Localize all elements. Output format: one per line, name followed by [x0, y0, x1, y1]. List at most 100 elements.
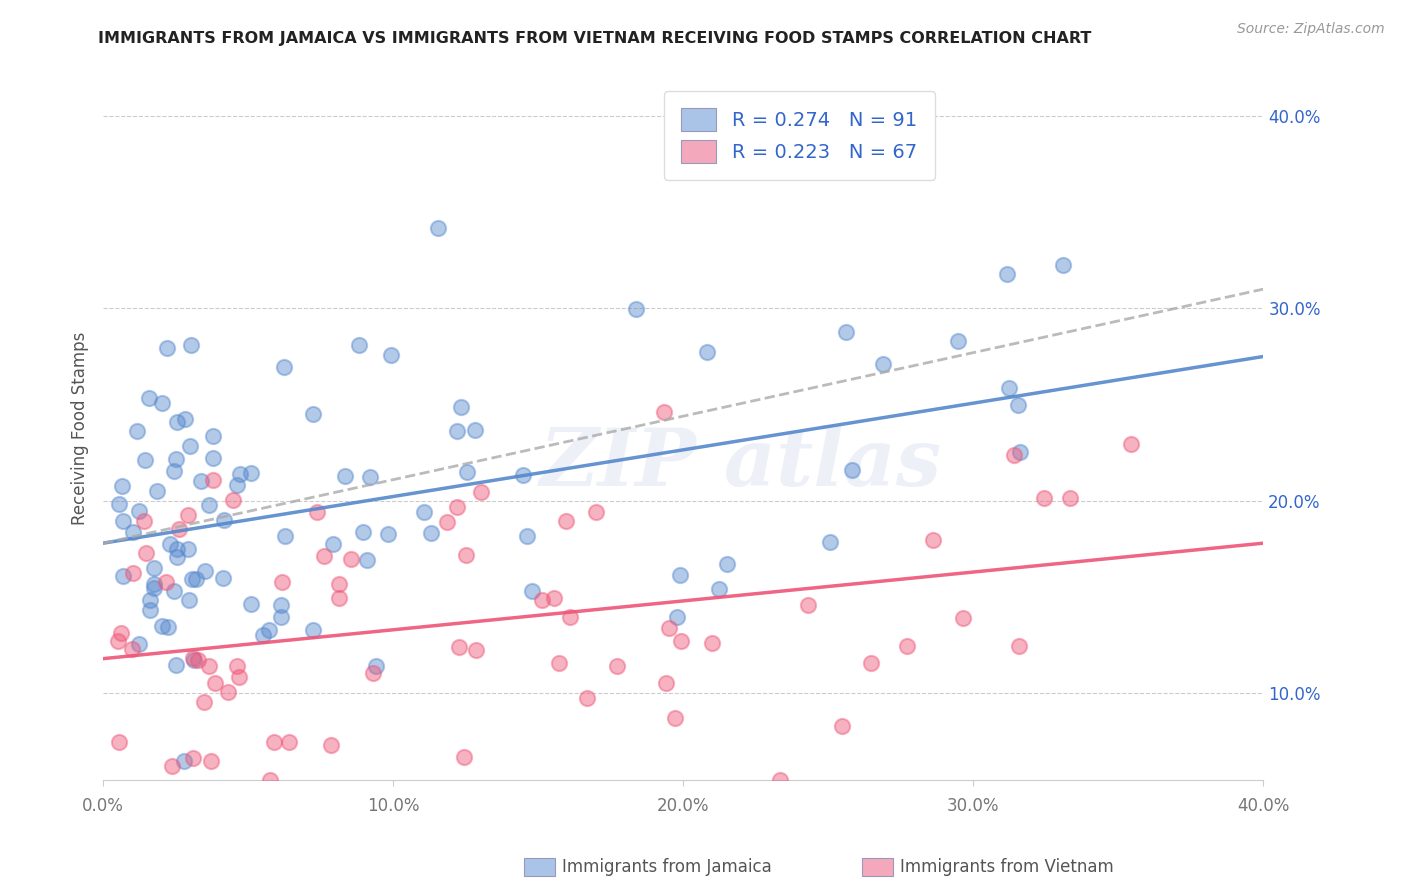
Point: [655, 676, 678, 690]
Point: [166, 415, 188, 429]
Point: [112, 569, 135, 583]
Point: [321, 738, 343, 752]
Point: [166, 541, 188, 556]
Point: [193, 695, 215, 709]
Point: [361, 666, 384, 681]
Point: [1052, 258, 1074, 272]
Point: [177, 541, 200, 556]
Point: [229, 467, 252, 482]
Point: [702, 635, 724, 649]
Point: [179, 439, 201, 453]
Point: [194, 565, 217, 579]
Point: [217, 685, 239, 699]
Point: [204, 676, 226, 690]
Point: [302, 623, 325, 637]
Point: [1008, 639, 1031, 653]
Point: [707, 582, 730, 597]
Point: [143, 561, 166, 575]
Point: [665, 610, 688, 624]
Point: [946, 334, 969, 348]
Point: [952, 611, 974, 625]
Point: [328, 577, 350, 591]
Point: [202, 451, 225, 466]
Point: [259, 772, 281, 787]
Point: [769, 772, 792, 787]
Point: [522, 583, 544, 598]
Text: Source: ZipAtlas.com: Source: ZipAtlas.com: [1237, 22, 1385, 37]
Point: [184, 572, 207, 586]
Point: [198, 658, 221, 673]
Point: [547, 657, 569, 671]
Text: ZIP atlas: ZIP atlas: [540, 425, 942, 502]
Point: [585, 505, 607, 519]
Point: [226, 658, 249, 673]
Point: [159, 537, 181, 551]
Point: [177, 508, 200, 522]
Point: [156, 342, 179, 356]
Point: [127, 424, 149, 438]
Point: [150, 619, 173, 633]
Point: [155, 574, 177, 589]
Point: [305, 505, 328, 519]
Point: [166, 549, 188, 564]
Point: [464, 423, 486, 437]
Point: [150, 396, 173, 410]
Point: [626, 301, 648, 316]
Point: [165, 451, 187, 466]
Point: [202, 429, 225, 443]
Point: [278, 735, 301, 749]
Point: [111, 514, 134, 528]
Point: [143, 581, 166, 595]
Point: [664, 711, 686, 725]
Point: [252, 627, 274, 641]
Point: [134, 452, 156, 467]
Point: [200, 754, 222, 768]
Point: [716, 558, 738, 572]
Point: [671, 633, 693, 648]
Point: [128, 637, 150, 651]
Text: IMMIGRANTS FROM JAMAICA VS IMMIGRANTS FROM VIETNAM RECEIVING FOOD STAMPS CORRELA: IMMIGRANTS FROM JAMAICA VS IMMIGRANTS FR…: [98, 31, 1092, 46]
Point: [413, 505, 436, 519]
Point: [190, 474, 212, 488]
Point: [177, 593, 200, 607]
Point: [181, 572, 204, 586]
Point: [818, 535, 841, 549]
Point: [134, 514, 156, 528]
Point: [314, 549, 336, 563]
Point: [797, 598, 820, 612]
Point: [167, 522, 190, 536]
Point: [896, 639, 918, 653]
Point: [654, 405, 676, 419]
Point: [163, 464, 186, 478]
Point: [512, 468, 534, 483]
Point: [108, 734, 131, 748]
Point: [108, 497, 131, 511]
Text: Immigrants from Jamaica: Immigrants from Jamaica: [562, 858, 772, 876]
Point: [333, 468, 356, 483]
Point: [658, 621, 681, 635]
Point: [436, 516, 458, 530]
Point: [111, 478, 134, 492]
Point: [198, 498, 221, 512]
Point: [1002, 448, 1025, 462]
Point: [181, 751, 204, 765]
Point: [454, 548, 477, 562]
Point: [696, 344, 718, 359]
Point: [995, 267, 1018, 281]
Point: [145, 483, 167, 498]
Point: [174, 412, 197, 426]
Point: [202, 473, 225, 487]
Point: [263, 735, 285, 749]
Point: [239, 597, 262, 611]
Point: [228, 670, 250, 684]
Point: [841, 463, 863, 477]
Point: [121, 641, 143, 656]
Point: [181, 650, 204, 665]
Point: [419, 525, 441, 540]
Y-axis label: Receiving Food Stamps: Receiving Food Stamps: [72, 332, 89, 525]
Point: [173, 754, 195, 768]
Point: [347, 338, 370, 352]
Point: [453, 750, 475, 764]
Point: [160, 759, 183, 773]
Point: [835, 325, 858, 339]
